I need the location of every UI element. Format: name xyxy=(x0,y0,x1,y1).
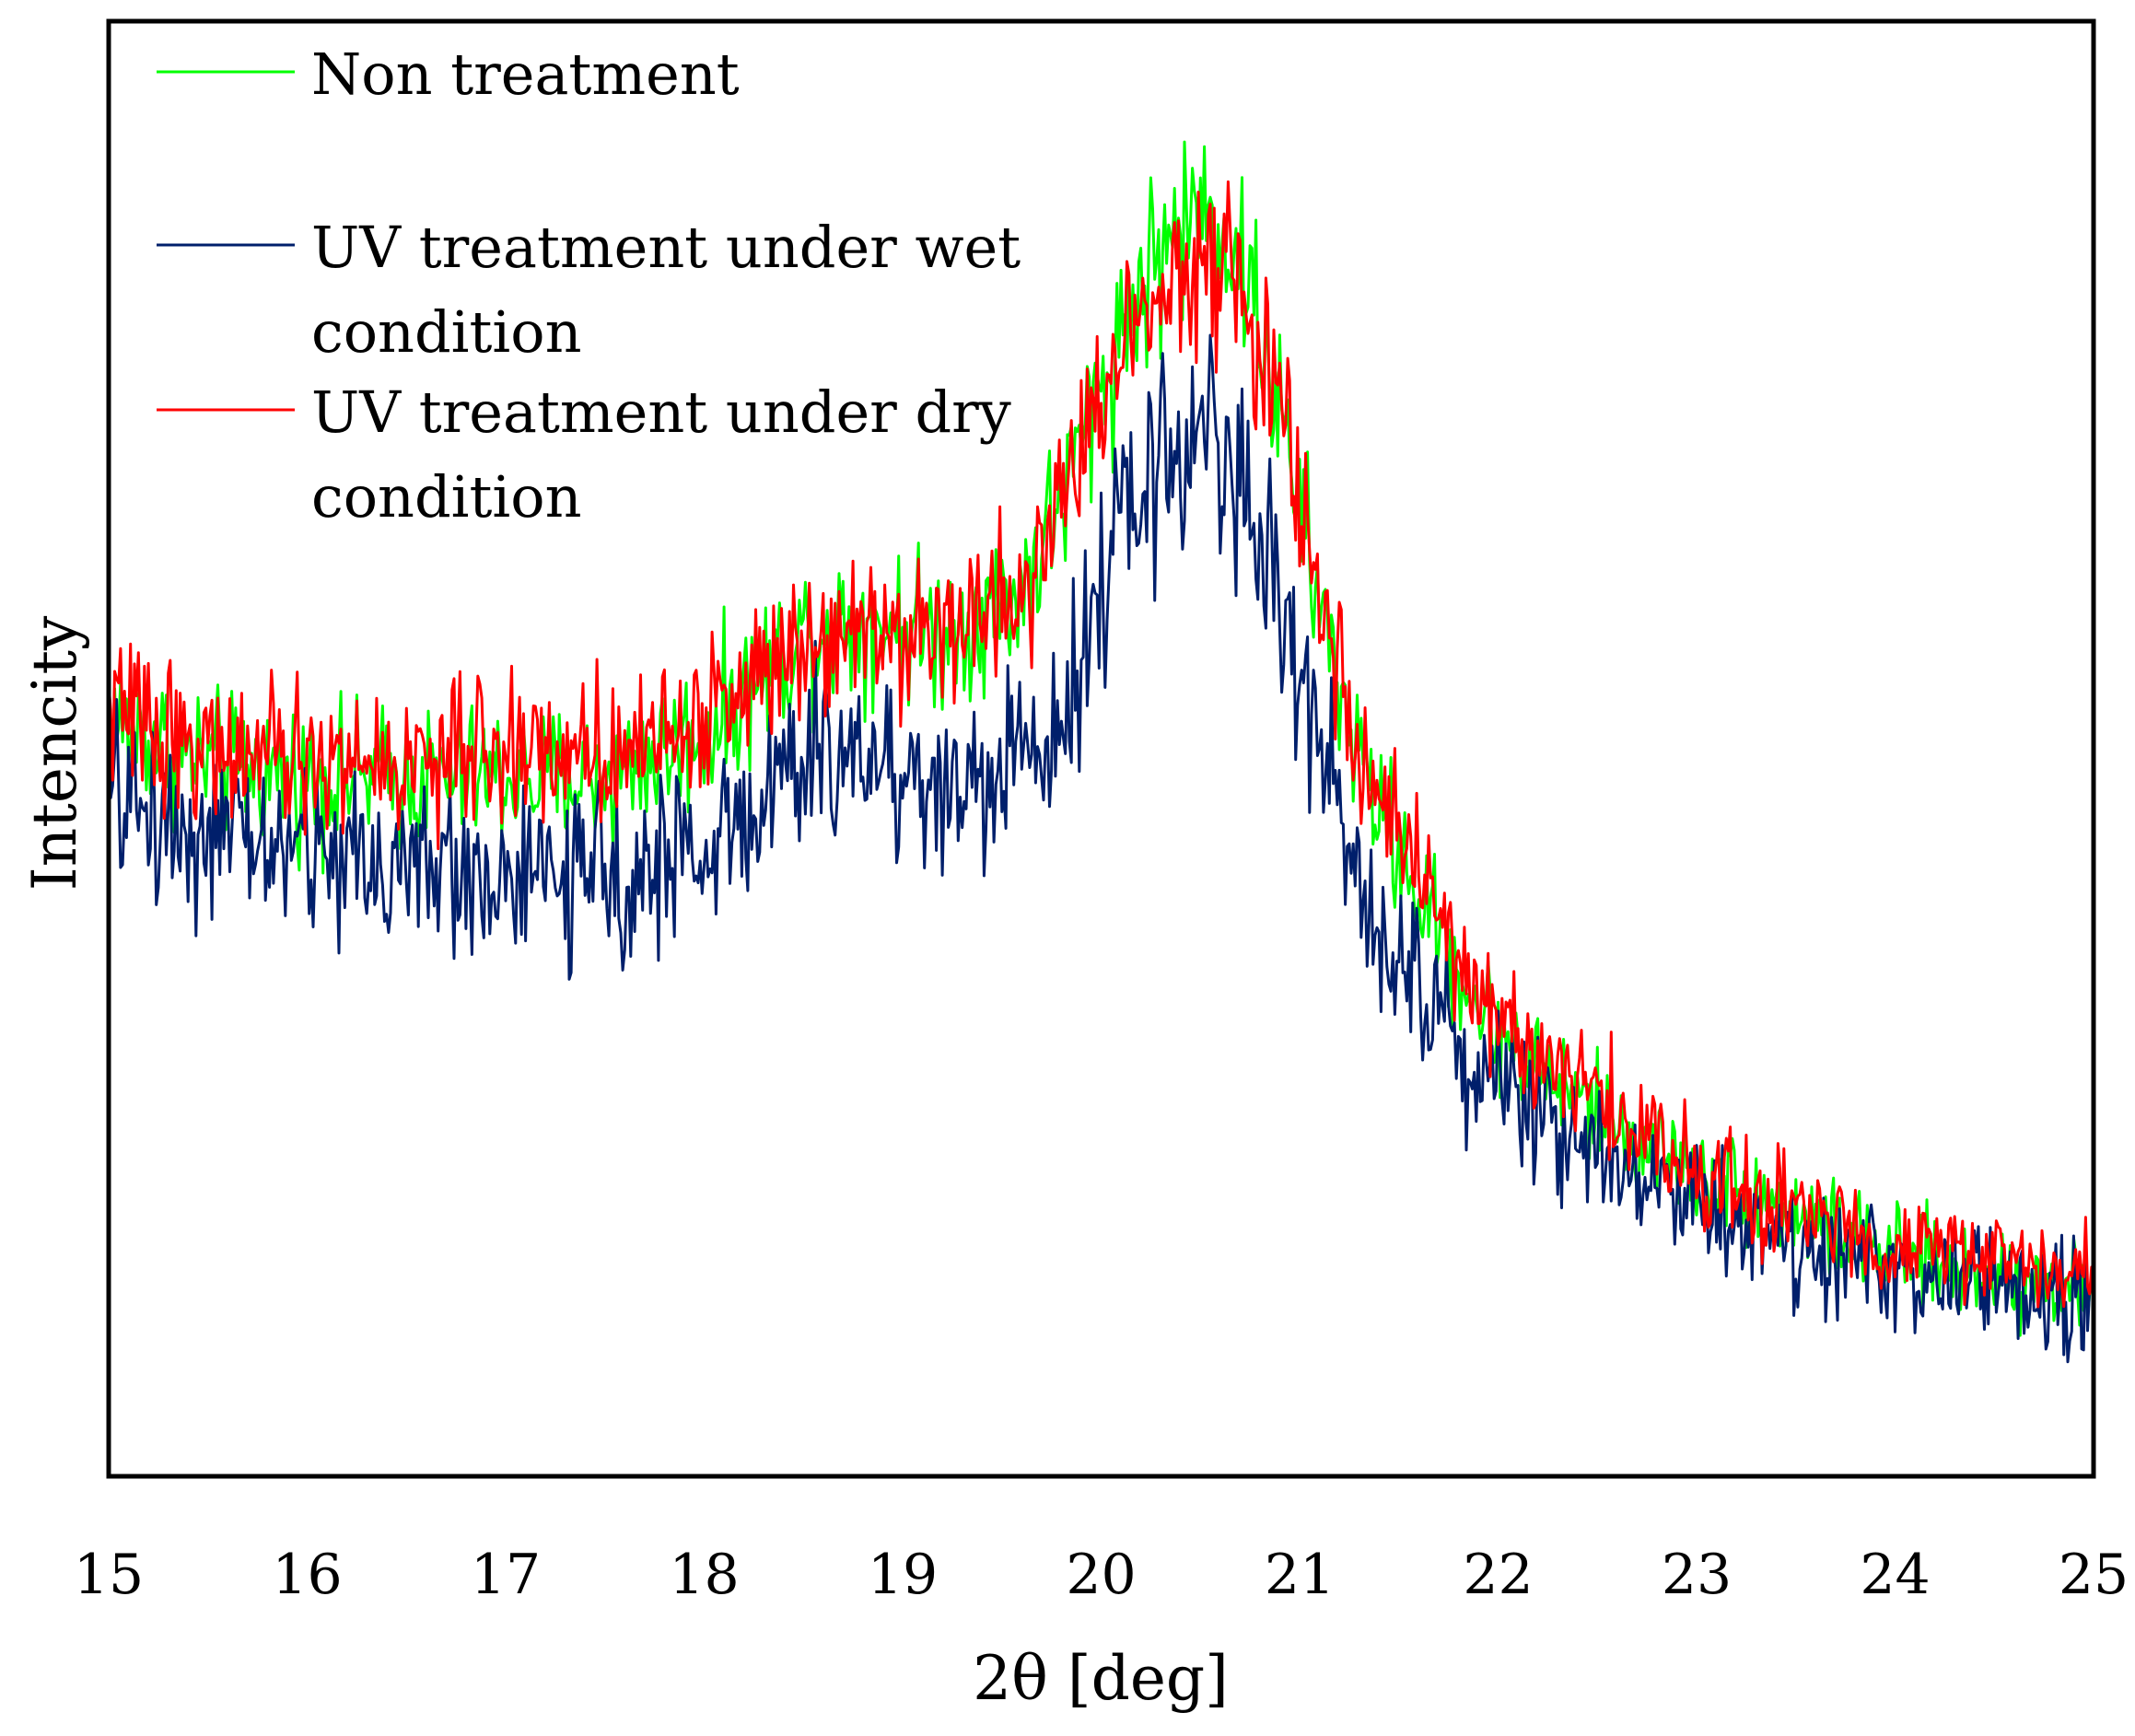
x-tick-label: 20 xyxy=(1066,1543,1136,1607)
x-tick-label: 21 xyxy=(1265,1543,1335,1607)
series-line-3 xyxy=(107,180,2095,1309)
series-layer xyxy=(107,140,2095,1364)
legend-label: Non treatment xyxy=(311,41,740,108)
legend-label: condition xyxy=(311,463,582,530)
legend: Non treatment UV treatment under wet condi… xyxy=(157,41,1021,530)
legend-label: UV treatment under dry xyxy=(311,379,1011,446)
legend-label: condition xyxy=(311,298,582,366)
x-tick-label: 17 xyxy=(471,1543,541,1607)
x-tick-label: 22 xyxy=(1463,1543,1533,1607)
x-tick-label: 16 xyxy=(272,1543,342,1607)
plot-frame xyxy=(106,18,2096,1479)
x-tick-label: 24 xyxy=(1860,1543,1930,1607)
x-tick-label: 19 xyxy=(868,1543,938,1607)
x-tick-labels: 15 16 17 18 19 20 21 22 23 24 25 xyxy=(74,1543,2129,1607)
x-tick-label: 23 xyxy=(1662,1543,1732,1607)
x-tick-label: 25 xyxy=(2059,1543,2129,1607)
legend-label: UV treatment under wet xyxy=(311,214,1021,281)
y-axis-label: Intencity xyxy=(19,615,90,891)
x-tick-label: 18 xyxy=(669,1543,739,1607)
x-axis-label: 2θ [deg] xyxy=(973,1643,1229,1714)
x-tick-label: 15 xyxy=(74,1543,144,1607)
